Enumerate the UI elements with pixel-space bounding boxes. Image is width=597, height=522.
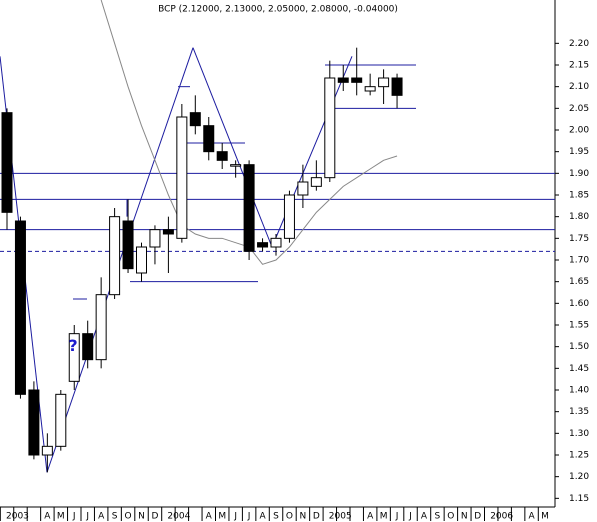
y-tick-label: 2.00: [569, 126, 589, 136]
x-tick-label: 2006: [490, 512, 513, 522]
x-tick-label: A: [528, 512, 535, 522]
y-tick-label: 1.20: [569, 472, 589, 482]
candle-body: [95, 294, 107, 361]
candle-body: [109, 216, 121, 296]
candle-body: [324, 77, 336, 179]
candle-body: [189, 112, 201, 127]
candle-body: [230, 164, 242, 167]
candle-body: [391, 77, 403, 96]
candle-body: [162, 229, 174, 235]
y-tick-label: 2.10: [569, 82, 589, 92]
plot-area: ?: [0, 0, 555, 473]
x-tick-label: A: [44, 512, 51, 522]
candle-body: [243, 164, 255, 252]
candle-body: [149, 229, 161, 248]
x-tick-label: J: [85, 512, 89, 522]
x-tick-label: D: [151, 512, 158, 522]
annotation: ?: [68, 336, 77, 355]
y-tick-label: 2.15: [569, 61, 589, 71]
candle-body: [310, 177, 322, 187]
x-tick-label: A: [98, 512, 105, 522]
x-tick-label: A: [421, 512, 428, 522]
x-tick-label: J: [247, 512, 251, 522]
x-tick-label: N: [461, 512, 468, 522]
y-tick-label: 1.65: [569, 277, 589, 287]
candle-body: [297, 181, 309, 196]
y-tick-label: 1.50: [569, 342, 589, 352]
x-tick-label: D: [313, 512, 320, 522]
y-tick-label: 1.90: [569, 169, 589, 179]
candle-body: [257, 242, 269, 248]
y-tick-label: 1.70: [569, 256, 589, 266]
x-tick-label: S: [273, 512, 279, 522]
candle-body: [351, 77, 363, 83]
x-tick-label: J: [72, 512, 76, 522]
y-tick-label: 2.05: [569, 104, 589, 114]
y-tick-label: 1.85: [569, 191, 589, 201]
x-tick-label: M: [380, 512, 388, 522]
candle-body: [68, 333, 80, 382]
candle-body: [203, 125, 215, 153]
y-tick-label: 1.35: [569, 407, 589, 417]
y-tick-label: 1.25: [569, 451, 589, 461]
x-tick-label: D: [474, 512, 481, 522]
candle-body: [55, 393, 67, 447]
x-tick-label: S: [112, 512, 118, 522]
candle-body: [337, 77, 349, 83]
x-tick-label: S: [435, 512, 441, 522]
x-tick-label: M: [218, 512, 226, 522]
x-tick-label: N: [138, 512, 145, 522]
x-tick-label: A: [206, 512, 213, 522]
x-tick-label: M: [541, 512, 549, 522]
candle-body: [270, 237, 282, 248]
y-tick-label: 1.15: [569, 494, 589, 504]
candle-body: [41, 445, 53, 456]
x-tick-label: O: [286, 512, 293, 522]
x-tick-label: M: [57, 512, 65, 522]
x-tick-label: 2005: [329, 512, 352, 522]
candle-body: [28, 389, 40, 456]
y-tick-label: 1.45: [569, 364, 589, 374]
x-tick-label: J: [233, 512, 237, 522]
candle-body: [82, 333, 94, 361]
x-tick-label: O: [447, 512, 454, 522]
x-tick-label: 2004: [167, 512, 190, 522]
candle-body: [122, 220, 134, 270]
candle-body: [216, 151, 228, 161]
x-tick-label: A: [367, 512, 374, 522]
y-tick-label: 1.55: [569, 321, 589, 331]
y-tick-label: 1.40: [569, 386, 589, 396]
candle-body: [176, 116, 188, 239]
x-tick-label: J: [395, 512, 399, 522]
candle-body: [364, 86, 376, 92]
candle-body: [1, 112, 13, 213]
candle-body: [283, 194, 295, 239]
candle-body: [14, 220, 26, 395]
x-tick-label: O: [125, 512, 132, 522]
y-tick-label: 1.30: [569, 429, 589, 439]
y-tick-label: 1.75: [569, 234, 589, 244]
trend-line: [192, 47, 273, 248]
y-tick-label: 1.60: [569, 299, 589, 309]
x-tick-label: J: [408, 512, 412, 522]
y-tick-label: 1.95: [569, 147, 589, 157]
y-tick-label: 1.80: [569, 212, 589, 222]
x-tick-label: 2003: [6, 512, 29, 522]
y-tick-label: 2.20: [569, 39, 589, 49]
candle-body: [378, 77, 390, 88]
candle-body: [136, 246, 147, 274]
x-tick-label: N: [300, 512, 307, 522]
x-tick-label: A: [259, 512, 266, 522]
chart-title: BCP (2.12000, 2.13000, 2.05000, 2.08000,…: [158, 5, 398, 15]
